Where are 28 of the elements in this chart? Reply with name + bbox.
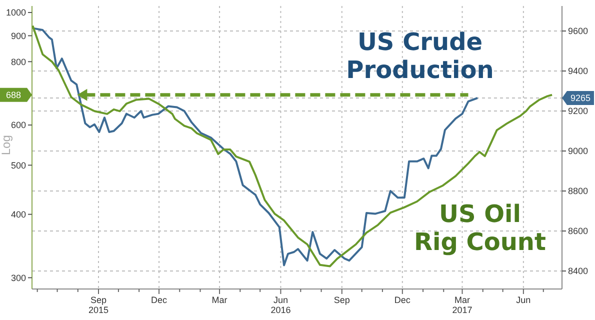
x-tick-label: Mar (212, 295, 228, 305)
series-label: US Oil Rig Count (414, 200, 546, 256)
y2-tick-label: 9265 (570, 93, 591, 104)
y-tick-label: 400 (10, 209, 26, 220)
y-tick-label: 900 (10, 30, 26, 41)
x-tick-label: Jun (516, 295, 531, 305)
y-tick-label: 600 (10, 120, 26, 130)
x-tick-label: Sep (334, 295, 350, 305)
y-tick-label: 500 (10, 160, 26, 170)
series-label: US Crude Production (346, 28, 494, 84)
x-tick-label: Dec (151, 295, 168, 305)
y-tick-label: 1000 (6, 8, 26, 18)
y2-tick-label: 9200 (568, 106, 588, 116)
y2-tick-label: 9600 (568, 26, 588, 36)
y2-tick-label: 9400 (568, 66, 588, 76)
y2-tick-label: 8800 (568, 186, 588, 196)
x-tick-label: Sep 2015 (88, 295, 109, 315)
line-series (32, 24, 554, 268)
y-axis-title: Log (0, 135, 13, 156)
y2-tick-label: 8600 (568, 226, 588, 236)
y-tick-label: 300 (10, 272, 26, 283)
y-tick-label: 800 (10, 56, 26, 67)
x-tick-label: Mar 2017 (452, 295, 472, 315)
x-tick-label: Jun 2016 (270, 295, 291, 315)
y2-tick-label: 9000 (568, 146, 588, 156)
y-tick-label: 688 (6, 90, 22, 100)
x-tick-label: Dec (394, 295, 411, 305)
y2-tick-label: 8400 (568, 266, 588, 276)
